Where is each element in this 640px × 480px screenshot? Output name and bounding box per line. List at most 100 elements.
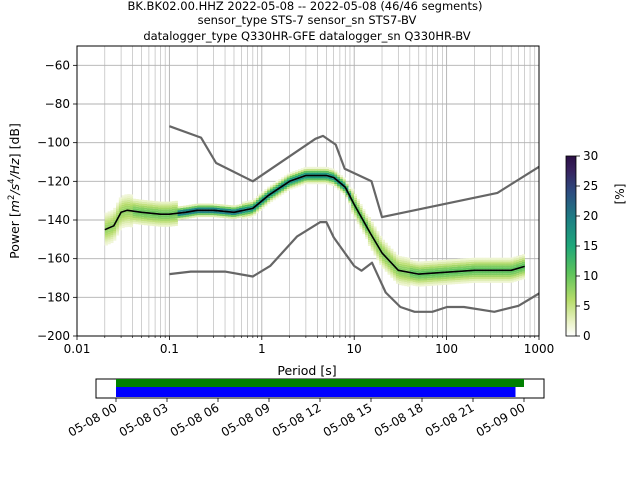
psd-cell [513,279,517,282]
psd-cell [468,273,472,276]
psd-cell [225,208,229,211]
psd-cell [376,231,380,234]
psd-cell [474,275,478,278]
psd-cell [317,176,321,179]
psd-cell [311,178,316,181]
psd-cell [437,262,442,264]
coverage-tick-label: 05-08 09 [219,400,273,439]
psd-cell [253,202,257,205]
psd-cell [149,216,153,219]
psd-cell [407,280,411,283]
psd-cell [138,214,142,217]
psd-cell [258,197,262,200]
psd-cell [211,203,215,206]
psd-cell [289,185,293,188]
psd-cell [451,276,456,279]
psd-cell [130,219,134,222]
psd-cell [180,207,184,210]
psd-cell [155,218,159,221]
psd-cell [404,274,408,277]
psd-cell [437,267,442,270]
psd-cell [113,238,117,241]
psd-cell [216,207,220,210]
psd-cell [373,245,377,248]
psd-cell [166,209,170,212]
psd-cell [110,231,114,234]
psd-cell [297,178,302,181]
psd-cell [149,220,153,222]
psd-cell [152,220,156,223]
psd-cell [384,264,388,266]
psd-cell [174,202,178,205]
psd-cell [432,268,436,271]
psd-cell [398,277,402,280]
psd-cell [477,278,481,281]
psd-cell [127,211,131,214]
psd-cell [376,235,380,237]
psd-cell [275,190,279,193]
psd-cell [353,215,358,218]
psd-cell [401,262,405,265]
psd-cell [300,179,304,182]
psd-cell [457,274,461,277]
psd-cell [113,213,117,216]
psd-cell [337,172,341,175]
psd-cell [127,197,131,200]
psd-cell [460,277,464,280]
psd-cell [519,264,523,267]
psd-cell [297,180,302,183]
psd-cell [311,182,316,185]
psd-cell [132,206,136,209]
psd-cell [460,266,464,269]
psd-cell [482,263,486,266]
psd-cell [460,281,464,284]
psd-cell [124,196,128,199]
psd-cell [510,278,514,281]
psd-cell [493,259,497,262]
psd-cell [107,232,111,235]
psd-cell [144,213,148,216]
psd-cell [320,170,324,173]
psd-cell [460,272,464,275]
psd-cell [370,223,374,226]
psd-cell [463,273,467,276]
psd-cell [505,275,509,278]
psd-cell [353,197,358,200]
psd-cell [303,172,307,175]
psd-cell [451,278,456,281]
psd-cell [460,260,464,263]
psd-cell [104,226,108,229]
psd-cell [289,174,293,177]
psd-cell [211,213,215,216]
psd-cell [320,168,324,171]
psd-cell [409,264,414,266]
psd-cell [488,280,492,283]
psd-cell [337,184,341,187]
psd-cell [499,271,503,274]
psd-cell [149,214,153,217]
psd-cell [118,216,122,219]
psd-cell [320,182,324,185]
psd-cell [485,259,489,262]
psd-cell [171,203,176,206]
psd-cell [250,201,254,204]
psd-cell [135,204,139,207]
psd-cell [496,263,500,266]
psd-cell [356,222,360,225]
psd-cell [331,180,335,183]
psd-cell [219,208,223,211]
psd-cell [395,281,400,284]
psd-cell [202,203,206,206]
psd-cell [160,215,164,218]
mean-psd-line [104,174,525,275]
psd-cell [278,188,282,191]
psd-cell [124,213,128,216]
psd-cell [491,275,495,278]
mean-curve [104,174,525,275]
psd-cell [141,219,145,222]
psd-cell [398,275,402,278]
psd-cell [407,284,411,287]
psd-cell [435,277,439,280]
psd-cell [493,273,497,276]
psd-cell [365,231,369,234]
